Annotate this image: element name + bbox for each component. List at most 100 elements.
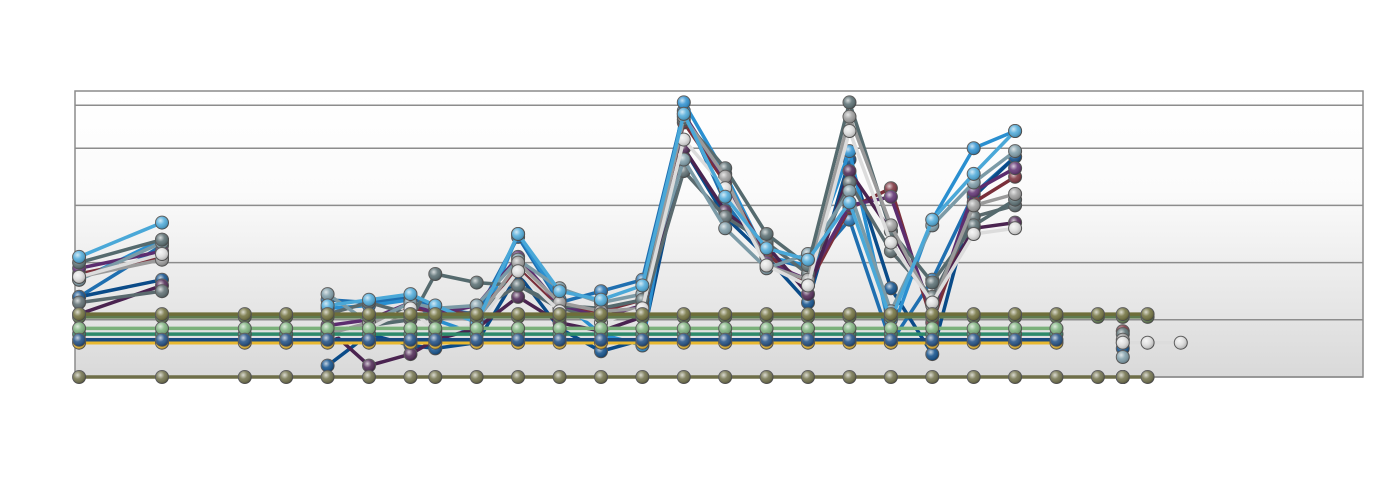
series-11-point-shade-0 xyxy=(72,250,86,264)
series-6-point-shade-1 xyxy=(155,284,169,298)
series-10-point-shade-9 xyxy=(511,264,525,278)
series-18-point-shade-5 xyxy=(362,370,376,384)
series-11-point-shade-11 xyxy=(594,293,608,307)
series-8-point-shade-19 xyxy=(925,276,939,290)
series-15-point-shade-12 xyxy=(635,321,649,335)
series-13-point-shade-24 xyxy=(1116,307,1130,321)
series-10-point-shade-26 xyxy=(1174,336,1188,350)
series-18-point-shade-12 xyxy=(635,370,649,384)
series-15-point-shade-5 xyxy=(362,321,376,335)
series-17-point-shade-16 xyxy=(801,333,815,347)
series-11-point-shade-9 xyxy=(511,227,525,241)
series-11-point-shade-1 xyxy=(155,216,169,230)
series-15 xyxy=(72,321,1064,336)
series-18-point-shade-7 xyxy=(428,370,442,384)
series-11-point-shade-10 xyxy=(553,284,567,298)
series-15-point-shade-1 xyxy=(155,321,169,335)
series-2-point-shade-20 xyxy=(967,141,981,155)
series-15-point-shade-10 xyxy=(553,321,567,335)
series-18-point-shade-13 xyxy=(677,370,691,384)
series-1-point-shade-4 xyxy=(321,359,335,373)
series-18-point-shade-24 xyxy=(1116,370,1130,384)
series-8-point-shade-15 xyxy=(760,227,774,241)
series-11-point-shade-21 xyxy=(1008,124,1022,138)
series-5-line-0 xyxy=(78,283,163,316)
series-7-point-shade-4 xyxy=(321,287,335,301)
series-10-point-shade-19 xyxy=(925,296,939,310)
series-5-point-shade-9 xyxy=(511,290,525,304)
series-13-point-shade-9 xyxy=(511,307,525,321)
series-18-point-shade-2 xyxy=(238,370,252,384)
series-17 xyxy=(72,332,1064,347)
series-17-point-shade-20 xyxy=(967,333,981,347)
series-17-point-shade-7 xyxy=(428,333,442,347)
series-6-line-0 xyxy=(78,289,163,305)
series-13-point-shade-12 xyxy=(635,307,649,321)
series-17-point-shade-19 xyxy=(925,333,939,347)
series-13-point-shade-10 xyxy=(553,307,567,321)
series-11-line-0 xyxy=(78,220,163,259)
series-7-point-shade-17 xyxy=(843,184,856,198)
series-15-point-shade-16 xyxy=(801,321,815,335)
series-11-point-shade-13 xyxy=(677,107,691,121)
series-18-point-shade-1 xyxy=(155,370,169,384)
series-18-point-shade-23 xyxy=(1091,370,1105,384)
series-17-point-shade-15 xyxy=(760,333,774,347)
series-18-point-shade-14 xyxy=(718,370,732,384)
series-8-point-shade-8 xyxy=(470,276,484,290)
series-13-point-shade-20 xyxy=(967,307,981,321)
series-15-point-shade-3 xyxy=(279,321,293,335)
series-13-point-shade-1 xyxy=(155,307,169,321)
series-11-point-shade-19 xyxy=(925,213,939,227)
series-18-point-shade-10 xyxy=(553,370,567,384)
series-17-point-shade-2 xyxy=(238,333,252,347)
series-15-point-shade-21 xyxy=(1008,321,1022,335)
series-2-point-shade-13 xyxy=(677,95,691,109)
series-15-point-shade-0 xyxy=(72,321,86,335)
series-18-point-shade-6 xyxy=(404,370,417,384)
series-11-point-shade-16 xyxy=(801,253,815,267)
series-18 xyxy=(72,370,1155,384)
series-1-point-shade-18 xyxy=(884,281,898,295)
series-18-point-shade-8 xyxy=(470,370,484,384)
series-15-point-shade-11 xyxy=(594,321,608,335)
series-10-point-shade-24 xyxy=(1116,336,1130,350)
series-10-point-shade-13 xyxy=(677,133,691,147)
series-18-point-shade-17 xyxy=(843,370,856,384)
series-15-point-shade-15 xyxy=(760,321,774,335)
series-13-point-shade-16 xyxy=(801,307,815,321)
series-18-point-shade-18 xyxy=(884,370,898,384)
series-15-point-shade-6 xyxy=(404,321,417,335)
series-8-point-shade-9 xyxy=(511,279,525,292)
series-17-point-shade-4 xyxy=(321,333,335,347)
series-13-point-shade-8 xyxy=(470,307,484,321)
series-11-point-shade-17 xyxy=(843,196,856,209)
series-10-point-shade-1 xyxy=(155,247,169,261)
series-11-point-shade-14 xyxy=(718,190,732,204)
series-13-point-shade-7 xyxy=(428,307,442,321)
series-15-point-shade-19 xyxy=(925,321,939,335)
series-9-point-shade-21 xyxy=(1008,187,1022,201)
series-17-point-shade-22 xyxy=(1050,333,1063,347)
series-11-point-shade-20 xyxy=(967,167,981,181)
series-5-point-shade-17 xyxy=(843,164,856,178)
series-17-point-shade-13 xyxy=(677,333,691,347)
series-5-point-shade-6 xyxy=(404,347,417,361)
series-8-point-shade-7 xyxy=(428,267,442,281)
series-17-point-shade-11 xyxy=(594,333,608,347)
series-17-point-shade-6 xyxy=(404,333,417,347)
series-4-point-shade-21 xyxy=(1008,161,1022,175)
series-18-point-shade-16 xyxy=(801,370,815,384)
series-4-point-shade-18 xyxy=(884,190,898,204)
series-15-point-shade-22 xyxy=(1050,321,1063,335)
series-18-point-shade-4 xyxy=(321,370,335,384)
series-13-point-shade-4 xyxy=(321,307,335,321)
series-8-point-shade-17 xyxy=(843,95,856,109)
series-13-point-shade-11 xyxy=(594,307,608,321)
series-18-point-shade-21 xyxy=(1008,370,1022,384)
series-18-point-shade-3 xyxy=(279,370,293,384)
series-10-point-shade-21 xyxy=(1008,221,1022,235)
series-13-point-shade-21 xyxy=(1008,307,1022,321)
series-7-point-shade-21 xyxy=(1008,144,1022,158)
series-13-point-shade-0 xyxy=(72,307,86,321)
